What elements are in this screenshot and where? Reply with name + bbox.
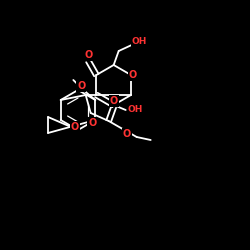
Text: O: O xyxy=(129,70,137,80)
Text: O: O xyxy=(77,81,86,91)
Text: OH: OH xyxy=(128,106,143,114)
Text: O: O xyxy=(88,118,96,128)
Text: O: O xyxy=(71,122,79,132)
Text: O: O xyxy=(84,50,92,60)
Text: O: O xyxy=(110,96,118,106)
Text: OH: OH xyxy=(132,38,147,46)
Text: O: O xyxy=(122,129,131,139)
